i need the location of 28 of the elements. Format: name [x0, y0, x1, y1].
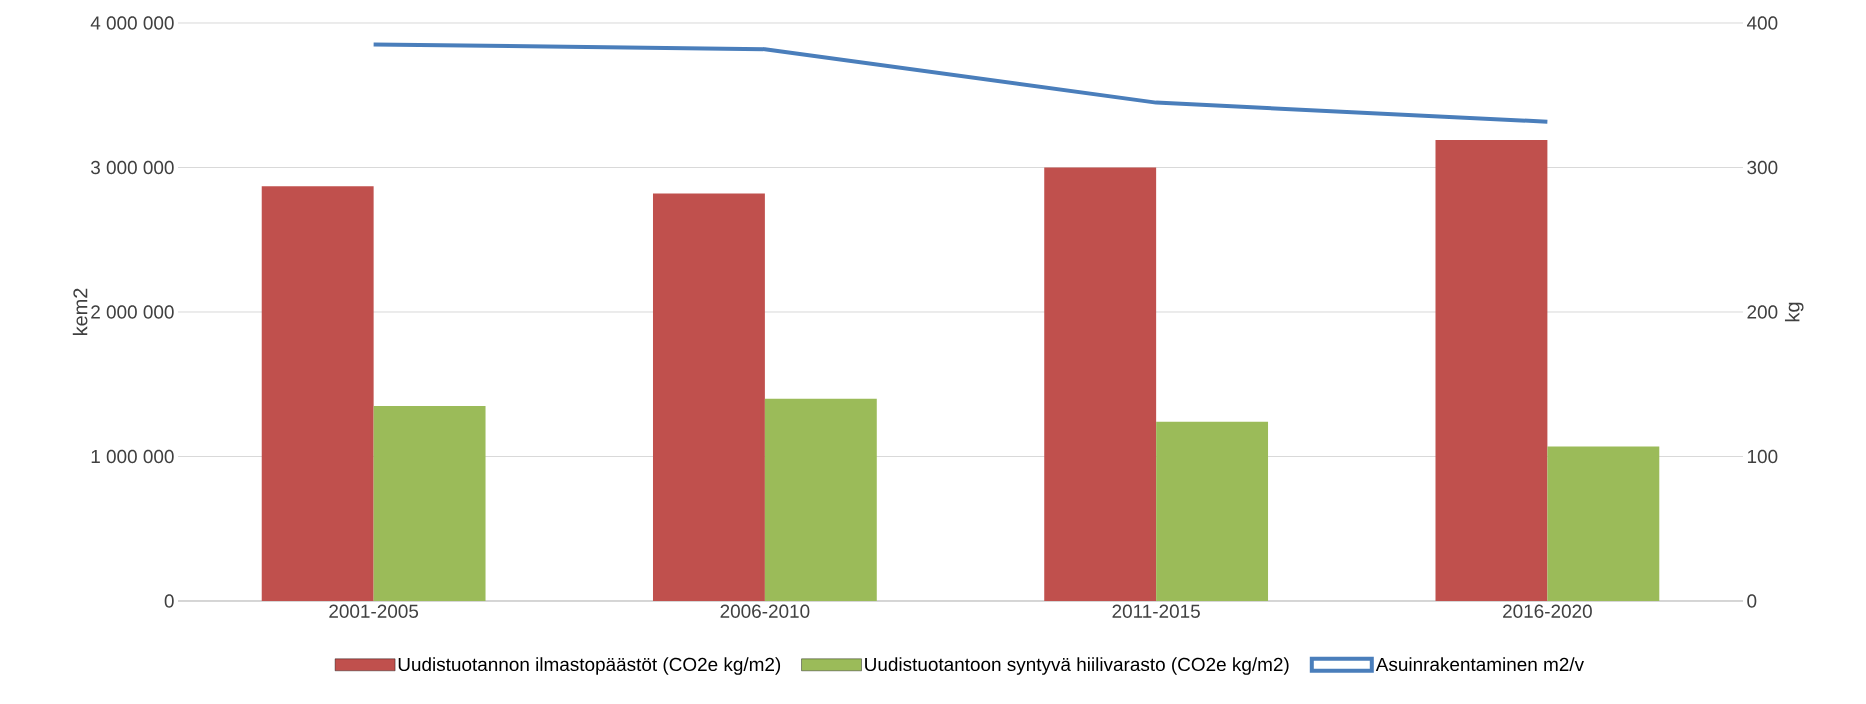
y-tick-label: 3 000 000: [90, 160, 174, 175]
x-tick-label: 2001-2005: [329, 604, 419, 618]
y-tick-label: 1 000 000: [91, 449, 174, 464]
bar: [261, 186, 374, 601]
y-tick-label: 2 000 000: [91, 305, 174, 319]
y-axis-title: kem2: [72, 288, 88, 336]
bar: [764, 398, 877, 601]
y-tick-label: 4 000 000: [90, 16, 174, 30]
bar: [652, 193, 765, 601]
legend-label: Uudistuotantoon syntyvä hiilivarasto (CO2e kg/m2): [865, 657, 1289, 675]
bar: [373, 405, 486, 601]
legend-label: Asuinrakentaminen m2/v: [1375, 657, 1584, 672]
bar: [1435, 140, 1548, 601]
y-tick-label: 0: [164, 594, 174, 608]
legend-label: Uudistuotannon ilmastopäästöt (CO2e kg/m2): [398, 657, 781, 675]
y2-tick-label: 400: [1746, 16, 1778, 30]
x-tick-label: 2006-2010: [720, 604, 810, 618]
y2-tick-label: 300: [1747, 160, 1778, 175]
y2-tick-label: 100: [1747, 449, 1778, 464]
y2-tick-label: 0: [1747, 594, 1757, 608]
x-tick-label: 2016-2020: [1503, 604, 1592, 618]
y2-axis-title: kg: [1784, 302, 1804, 322]
line-series: [371, 42, 1550, 124]
x-tick-label: 2011-2015: [1112, 604, 1200, 618]
bar: [1156, 421, 1269, 601]
y2-tick-label: 200: [1747, 305, 1778, 319]
bar: [1547, 446, 1660, 601]
bar: [1044, 167, 1157, 601]
